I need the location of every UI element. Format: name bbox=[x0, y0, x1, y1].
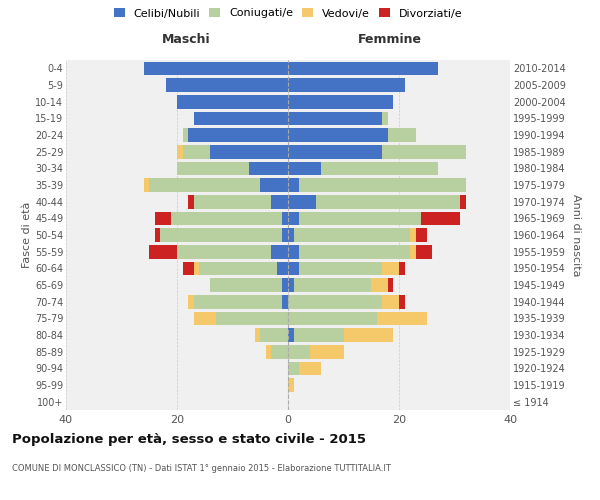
Text: Popolazione per età, sesso e stato civile - 2015: Popolazione per età, sesso e stato civil… bbox=[12, 432, 366, 446]
Bar bbox=[194, 295, 283, 308]
Bar bbox=[166, 78, 288, 92]
Bar bbox=[194, 195, 271, 208]
Bar bbox=[216, 312, 288, 325]
Bar bbox=[149, 178, 260, 192]
Bar bbox=[288, 145, 382, 158]
Bar bbox=[288, 345, 310, 358]
Bar bbox=[299, 212, 421, 225]
Bar bbox=[388, 128, 416, 142]
Bar bbox=[188, 295, 194, 308]
Bar bbox=[377, 312, 427, 325]
Bar bbox=[310, 345, 343, 358]
Bar bbox=[421, 212, 460, 225]
Bar bbox=[322, 162, 438, 175]
Bar bbox=[399, 262, 404, 275]
Bar bbox=[343, 328, 394, 342]
Bar bbox=[371, 278, 388, 292]
Bar bbox=[194, 262, 199, 275]
Text: Femmine: Femmine bbox=[358, 33, 422, 46]
Bar bbox=[194, 312, 216, 325]
Bar bbox=[288, 112, 382, 125]
Bar bbox=[254, 328, 260, 342]
Bar bbox=[177, 162, 249, 175]
Bar bbox=[182, 262, 194, 275]
Bar bbox=[382, 112, 388, 125]
Bar bbox=[416, 245, 432, 258]
Bar bbox=[283, 278, 288, 292]
Bar bbox=[288, 78, 404, 92]
Bar bbox=[288, 95, 394, 108]
Bar bbox=[288, 262, 299, 275]
Bar bbox=[410, 228, 416, 242]
Bar bbox=[172, 212, 283, 225]
Bar bbox=[194, 112, 288, 125]
Bar bbox=[260, 178, 288, 192]
Bar bbox=[299, 262, 382, 275]
Bar bbox=[288, 228, 293, 242]
Bar bbox=[382, 145, 466, 158]
Bar bbox=[288, 178, 299, 192]
Bar bbox=[288, 278, 293, 292]
Bar bbox=[283, 295, 288, 308]
Bar bbox=[288, 62, 438, 75]
Bar bbox=[155, 228, 160, 242]
Bar bbox=[293, 228, 410, 242]
Bar bbox=[416, 228, 427, 242]
Bar bbox=[299, 362, 322, 375]
Bar bbox=[288, 295, 382, 308]
Y-axis label: Fasce di età: Fasce di età bbox=[22, 202, 32, 268]
Bar bbox=[288, 312, 377, 325]
Bar bbox=[210, 145, 288, 158]
Bar bbox=[293, 328, 343, 342]
Bar bbox=[149, 245, 177, 258]
Bar bbox=[299, 245, 410, 258]
Bar bbox=[283, 228, 288, 242]
Bar bbox=[249, 162, 288, 175]
Legend: Celibi/Nubili, Coniugati/e, Vedovi/e, Divorziati/e: Celibi/Nubili, Coniugati/e, Vedovi/e, Di… bbox=[113, 8, 463, 18]
Bar bbox=[288, 328, 293, 342]
Bar bbox=[271, 345, 288, 358]
Bar bbox=[177, 95, 288, 108]
Bar bbox=[288, 212, 299, 225]
Bar bbox=[182, 145, 210, 158]
Bar bbox=[316, 195, 460, 208]
Bar bbox=[188, 195, 194, 208]
Text: Maschi: Maschi bbox=[161, 33, 210, 46]
Bar bbox=[399, 295, 404, 308]
Bar bbox=[288, 245, 299, 258]
Bar bbox=[277, 262, 288, 275]
Bar bbox=[199, 262, 277, 275]
Bar bbox=[144, 62, 288, 75]
Bar bbox=[188, 128, 288, 142]
Bar bbox=[260, 328, 288, 342]
Bar bbox=[182, 128, 188, 142]
Bar bbox=[283, 212, 288, 225]
Bar bbox=[460, 195, 466, 208]
Bar bbox=[293, 278, 371, 292]
Bar bbox=[410, 245, 416, 258]
Bar bbox=[288, 128, 388, 142]
Text: COMUNE DI MONCLASSICO (TN) - Dati ISTAT 1° gennaio 2015 - Elaborazione TUTTITALI: COMUNE DI MONCLASSICO (TN) - Dati ISTAT … bbox=[12, 464, 391, 473]
Bar bbox=[155, 212, 172, 225]
Bar bbox=[288, 195, 316, 208]
Bar bbox=[388, 278, 394, 292]
Bar bbox=[382, 295, 399, 308]
Bar bbox=[210, 278, 283, 292]
Bar bbox=[288, 162, 322, 175]
Bar bbox=[271, 195, 288, 208]
Bar bbox=[143, 178, 149, 192]
Y-axis label: Anni di nascita: Anni di nascita bbox=[571, 194, 581, 276]
Bar bbox=[382, 262, 399, 275]
Bar bbox=[288, 378, 293, 392]
Bar bbox=[177, 145, 182, 158]
Bar bbox=[288, 362, 299, 375]
Bar bbox=[177, 245, 271, 258]
Bar bbox=[160, 228, 283, 242]
Bar bbox=[299, 178, 466, 192]
Bar bbox=[266, 345, 271, 358]
Bar bbox=[271, 245, 288, 258]
